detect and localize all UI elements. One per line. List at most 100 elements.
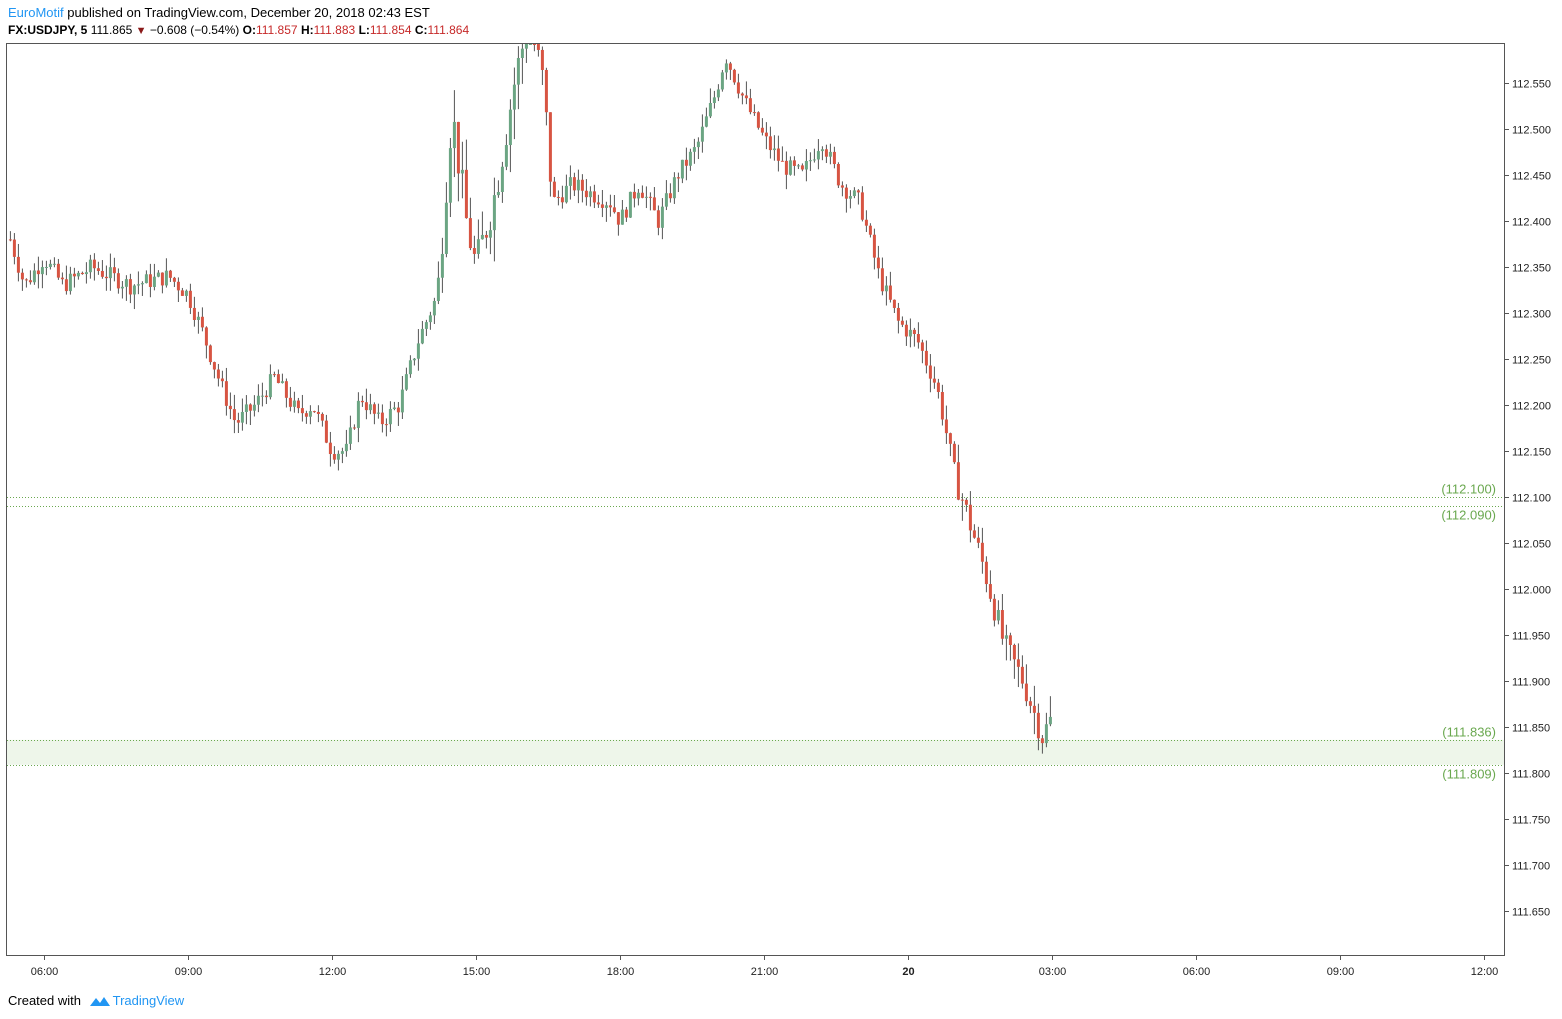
candle-body-up [1044, 724, 1048, 744]
candle-body-down [116, 273, 120, 289]
candle-body-down [1024, 683, 1028, 702]
candle-body-up [660, 206, 664, 228]
candle-body-up [48, 263, 52, 267]
candle-body-down [484, 234, 488, 238]
price-tick-label: 112.550 [1512, 79, 1551, 91]
candle-body-down [616, 212, 620, 225]
candle-body-down [756, 112, 760, 128]
candle-body-down [12, 239, 16, 257]
candle-body-down [992, 598, 996, 621]
candle-body-up [1048, 716, 1052, 725]
low-value: 111.854 [369, 23, 412, 37]
price-tick-label: 111.700 [1512, 861, 1550, 873]
candle-body-down [584, 190, 588, 198]
candle-body-down [364, 402, 368, 411]
candle-body-down [212, 362, 216, 370]
candle-body-up [436, 277, 440, 301]
author-link[interactable]: EuroMotif [8, 5, 64, 20]
candle-body-up [256, 395, 260, 405]
price-tick-label: 112.150 [1512, 447, 1551, 459]
candle-body-up [108, 267, 112, 279]
candle-body-up [32, 270, 36, 283]
time-axis[interactable]: 06:00 09:00 12:00 15:00 18:00 21:00 20 03:00 06:… [31, 955, 1499, 978]
candle-body-down [36, 270, 40, 275]
candle-body-up [720, 72, 724, 90]
candle-body-up [908, 329, 912, 337]
price-tick-label: 112.250 [1512, 355, 1551, 367]
candle-body-down [28, 280, 32, 283]
candle-body-down [384, 424, 388, 426]
candle-body-up [40, 267, 44, 275]
candle-body-down [912, 329, 916, 335]
candle-body-up [196, 316, 200, 321]
candle-body-down [736, 82, 740, 94]
candle-body-up [124, 279, 128, 287]
open-label: O: [242, 23, 256, 37]
candle-body-down [876, 257, 880, 269]
price-chart[interactable]: (112.100) (112.090) (111.836) (111.809) 112… [0, 0, 1562, 990]
candle-body-down [1016, 659, 1020, 667]
candle-body-down [840, 185, 844, 188]
candle-body-down [648, 196, 652, 198]
candle-body-up [292, 400, 296, 407]
candle-body-down [596, 202, 600, 205]
candle-body-up [336, 453, 340, 460]
candle-body-up [512, 84, 516, 110]
candle-body-up [156, 272, 160, 277]
tradingview-brand[interactable]: TradingView [112, 993, 185, 1008]
candle-body-down [844, 187, 848, 199]
candle-body-down [888, 285, 892, 300]
candle-body-down [80, 272, 84, 275]
candle-body-up [796, 165, 800, 167]
candle-body-down [176, 281, 180, 291]
candle-body-down [984, 561, 988, 585]
candle-body-down [580, 179, 584, 191]
candle-body-up [524, 44, 528, 49]
candle-body-up [724, 63, 728, 73]
candle-body-down [904, 324, 908, 337]
candle-body-up [440, 253, 444, 278]
candle-body-up [52, 263, 56, 265]
candle-body-up [700, 126, 704, 142]
candle-body-down [760, 127, 764, 133]
footer: Created with TradingView [8, 992, 184, 1010]
candle-body-up [184, 290, 188, 296]
candle-body-up [460, 169, 464, 174]
candle-body-up [136, 284, 140, 286]
candle-body-down [856, 190, 860, 193]
candle-body-down [276, 374, 280, 384]
price-tick-label: 112.000 [1512, 585, 1551, 597]
candle-body-down [980, 542, 984, 562]
time-tick-label: 12:00 [319, 966, 347, 978]
candle-body-down [232, 409, 236, 421]
candle-body-down [792, 160, 796, 166]
candle-body-down [92, 259, 96, 269]
candle-body-up [848, 196, 852, 199]
price-tick-label: 112.350 [1512, 263, 1551, 275]
level-label: (111.809) [1442, 767, 1496, 782]
candle-body-down [860, 192, 864, 220]
price-axis[interactable]: 112.550 112.500 112.450 112.400 112.350 112.3… [1504, 79, 1551, 919]
candle-body-down [380, 412, 384, 425]
candle-body-down [932, 378, 936, 383]
candle-body-up [708, 103, 712, 117]
time-tick-label: 09:00 [1327, 966, 1355, 978]
level-labels: (112.100) (112.090) (111.836) (111.809) [1441, 482, 1496, 782]
candle-body-up [808, 160, 812, 162]
price-tick-label: 112.300 [1512, 309, 1551, 321]
chart-header: EuroMotif published on TradingView.com, … [8, 4, 430, 22]
candle-body-down [272, 374, 276, 376]
symbol-label[interactable]: FX:USDJPY, 5 [8, 23, 88, 37]
candle-body-down [312, 411, 316, 413]
candle-body-down [960, 499, 964, 501]
candle-body-down [740, 93, 744, 96]
candle-body-down [892, 299, 896, 308]
time-tick-label: 12:00 [1471, 966, 1499, 978]
price-tick-label: 112.100 [1512, 493, 1551, 505]
candle-body-down [192, 307, 196, 321]
close-label: C: [414, 23, 428, 37]
candle-body-down [220, 378, 224, 382]
candle-body-up [448, 148, 452, 203]
candle-body-up [240, 411, 244, 423]
candle-body-up [680, 159, 684, 179]
